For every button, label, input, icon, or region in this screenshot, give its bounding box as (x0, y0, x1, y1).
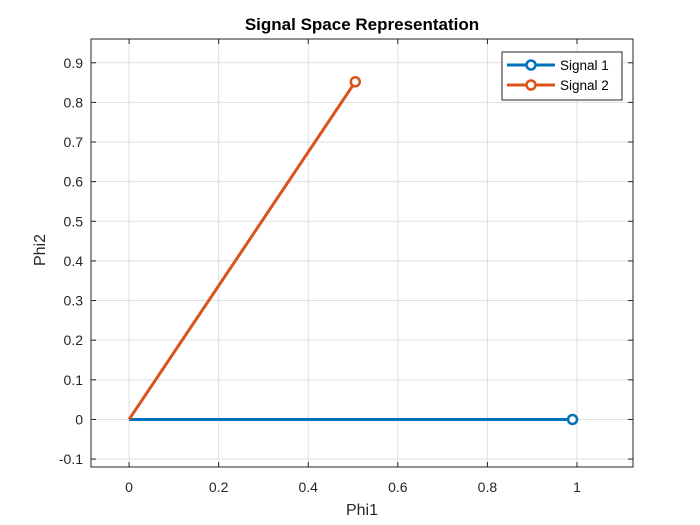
axis-ticks: 0 0.2 0.4 0.6 0.8 1 -0.1 0 0.1 0.2 0.3 0.4 0.5 0.6 0.7… (59, 39, 633, 495)
y-axis-label: Phi2 (32, 234, 49, 266)
y-tick-label: -0.1 (59, 451, 83, 467)
series-line-2 (127, 80, 357, 421)
x-tick-label: 0.6 (388, 479, 408, 495)
data-series (127, 76, 579, 426)
y-tick-label: 0.6 (64, 174, 84, 190)
x-axis-label: Phi1 (346, 502, 378, 519)
y-tick-label: 0.9 (64, 55, 84, 71)
x-tick-label: 0.4 (299, 479, 319, 495)
legend-marker-2 (525, 79, 537, 91)
x-tick-label: 0 (125, 479, 133, 495)
y-tick-label: 0.5 (64, 213, 84, 229)
legend-box (501, 51, 623, 101)
series-marker-2 (349, 76, 362, 88)
legend: Signal 1 Signal 2 (501, 51, 623, 101)
x-tick-label: 1 (573, 479, 581, 495)
x-tick-label: 0.2 (209, 479, 229, 495)
y-tick-label: 0.1 (64, 372, 84, 388)
y-tick-label: 0.7 (64, 134, 84, 150)
grid (91, 39, 633, 467)
chart-title: Signal Space Representation (245, 15, 479, 34)
y-tick-label: 0.3 (64, 293, 84, 309)
x-tick-label: 0.8 (478, 479, 498, 495)
y-tick-label: 0 (75, 411, 83, 427)
legend-entry-label: Signal 1 (560, 58, 609, 73)
legend-marker-1 (525, 59, 537, 71)
plot-area-frame (90, 38, 634, 468)
y-tick-label: 0.8 (64, 94, 84, 110)
series-marker-1 (566, 413, 579, 426)
y-tick-label: 0.2 (64, 332, 84, 348)
y-tick-label: 0.4 (64, 253, 84, 269)
legend-entry-label: Signal 2 (560, 78, 609, 93)
